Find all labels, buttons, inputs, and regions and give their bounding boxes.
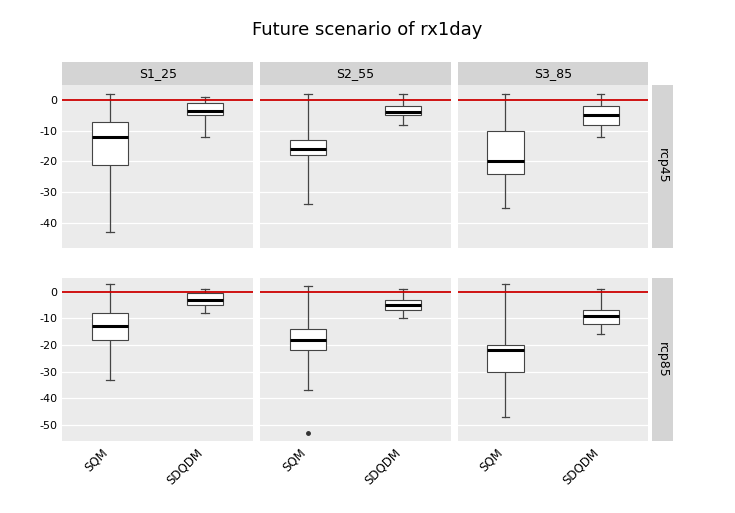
Text: Future scenario of rx1day: Future scenario of rx1day: [252, 21, 483, 38]
Text: S1_25: S1_25: [139, 67, 176, 80]
Text: S3_85: S3_85: [534, 67, 572, 80]
Bar: [187, 293, 223, 305]
Bar: [290, 140, 326, 155]
Bar: [583, 106, 619, 125]
Bar: [385, 106, 421, 115]
Bar: [487, 345, 523, 372]
Bar: [583, 310, 619, 324]
Text: S2_55: S2_55: [337, 67, 374, 80]
Bar: [92, 122, 128, 165]
Bar: [92, 313, 128, 340]
Text: rcp45: rcp45: [656, 148, 669, 184]
Bar: [187, 103, 223, 115]
Bar: [385, 300, 421, 310]
Bar: [290, 329, 326, 350]
Bar: [487, 131, 523, 174]
Text: rcp85: rcp85: [656, 342, 669, 378]
